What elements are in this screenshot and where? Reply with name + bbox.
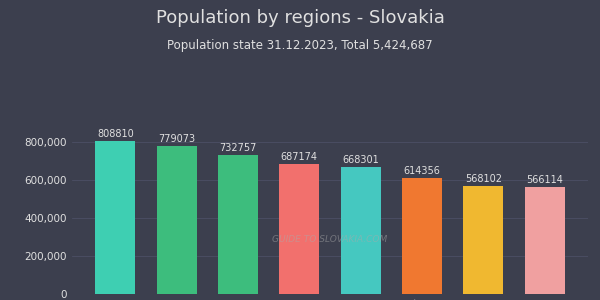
Bar — [95, 141, 136, 294]
Text: 732757: 732757 — [220, 143, 257, 153]
Text: 808810: 808810 — [97, 129, 134, 139]
Bar — [218, 155, 258, 294]
Text: Population state 31.12.2023, Total 5,424,687: Population state 31.12.2023, Total 5,424… — [167, 39, 433, 52]
Bar — [524, 187, 565, 294]
Text: Population by regions - Slovakia: Population by regions - Slovakia — [155, 9, 445, 27]
Text: 568102: 568102 — [465, 175, 502, 184]
Bar — [341, 167, 380, 294]
Bar — [280, 164, 319, 294]
Bar — [157, 146, 197, 294]
Text: 687174: 687174 — [281, 152, 318, 162]
Text: 668301: 668301 — [342, 155, 379, 166]
Text: 614356: 614356 — [404, 166, 440, 176]
Text: 779073: 779073 — [158, 134, 195, 145]
Text: GUIDE TO SLOVAKIA.COM: GUIDE TO SLOVAKIA.COM — [272, 236, 388, 244]
Bar — [463, 186, 503, 294]
Text: 566114: 566114 — [526, 175, 563, 185]
Bar — [402, 178, 442, 294]
